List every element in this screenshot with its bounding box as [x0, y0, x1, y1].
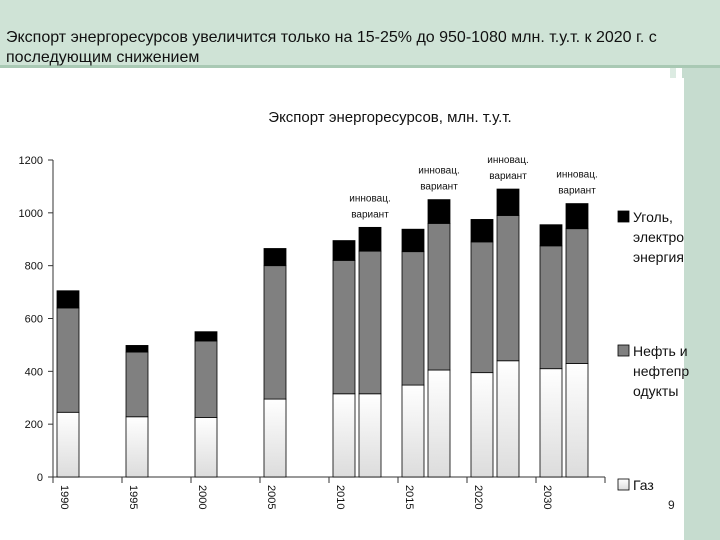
x-tick-label: 2030 — [541, 485, 553, 509]
bar-segment-2000-Нефть и нефтепродукты — [194, 340, 218, 418]
bar-segment-2010-Газ — [358, 393, 382, 478]
legend-label: одукты — [633, 383, 678, 399]
chart-legend: Уголь, электро энергия Нефть и нефтепр одукты… — [617, 209, 689, 493]
bar-segment-2020-Уголь, электроэнергия — [470, 219, 494, 243]
title-underline — [0, 65, 720, 68]
bar-segment-2020-Нефть и нефтепродукты — [496, 215, 520, 362]
x-tick-label: 2020 — [472, 485, 484, 509]
legend-label: Уголь, — [633, 209, 673, 225]
y-tick-label: 400 — [25, 366, 43, 378]
bar-annotation: инновац. вариант — [418, 166, 459, 193]
legend-label: Газ — [633, 477, 654, 493]
bar-segment-2010-Уголь, электроэнергия — [332, 240, 356, 261]
bar-annotation: инновац. вариант — [556, 170, 597, 197]
bar-segment-2020-Газ — [496, 360, 520, 478]
title-bar — [0, 0, 720, 68]
bar-segment-2005-Уголь, электроэнергия — [263, 248, 287, 267]
x-tick-label: 1990 — [58, 485, 70, 509]
x-tick-label: 2005 — [265, 485, 277, 509]
bar-segment-2020-Уголь, электроэнергия — [496, 188, 520, 216]
bar-segment-2005-Нефть и нефтепродукты — [263, 265, 287, 400]
decorative-stripe — [682, 0, 720, 540]
page-number: 9 — [668, 498, 675, 512]
bar-segment-1995-Нефть и нефтепродукты — [125, 351, 149, 418]
bar-segment-1995-Уголь, электроэнергия — [125, 345, 149, 353]
bar-segment-2015-Нефть и нефтепродукты — [427, 222, 451, 371]
bar-segment-2015-Газ — [427, 369, 451, 478]
legend-swatch — [617, 210, 630, 223]
legend-label: энергия — [633, 249, 684, 265]
bar-annotation: инновац. вариант — [487, 155, 528, 182]
bar-segment-2010-Нефть и нефтепродукты — [358, 250, 382, 395]
bar-segment-2015-Уголь, электроэнергия — [427, 199, 451, 224]
bar-segment-2000-Уголь, электроэнергия — [194, 331, 218, 342]
legend-swatch — [617, 344, 630, 357]
bar-segment-2030-Уголь, электроэнергия — [539, 224, 563, 247]
bar-segment-2020-Газ — [470, 372, 494, 478]
chart-annotations: инновац. вариант инновац. вариант инновац. ва… — [349, 155, 597, 220]
chart-bars — [56, 188, 589, 478]
y-tick-label: 1200 — [19, 155, 43, 167]
chart-title: Экспорт энергоресурсов, млн. т.у.т. — [268, 109, 511, 126]
bar-segment-2015-Уголь, электроэнергия — [401, 228, 425, 253]
bar-segment-1990-Уголь, электроэнергия — [56, 290, 80, 309]
bar-segment-2015-Нефть и нефтепродукты — [401, 251, 425, 386]
x-tick-label: 2015 — [403, 485, 415, 509]
bar-segment-2005-Газ — [263, 398, 287, 478]
bar-segment-1990-Газ — [56, 411, 80, 478]
y-tick-label: 600 — [25, 314, 43, 326]
x-tick-label: 2000 — [196, 485, 208, 509]
x-tick-label: 1995 — [127, 485, 139, 509]
legend-label: электро — [633, 229, 684, 245]
bar-segment-2010-Нефть и нефтепродукты — [332, 259, 356, 395]
bar-segment-2000-Газ — [194, 417, 218, 478]
bar-segment-2030-Нефть и нефтепродукты — [539, 245, 563, 370]
slide-title: Экспорт энергоресурсов увеличится только… — [6, 29, 657, 66]
y-tick-label: 800 — [25, 261, 43, 273]
bar-segment-2020-Нефть и нефтепродукты — [470, 241, 494, 374]
bar-annotation: инновац. вариант — [349, 193, 390, 220]
bar-segment-2030-Газ — [539, 368, 563, 478]
legend-label: нефтепр — [633, 363, 689, 379]
bar-segment-2015-Газ — [401, 384, 425, 478]
y-tick-label: 0 — [37, 472, 43, 484]
bar-segment-2010-Уголь, электроэнергия — [358, 226, 382, 252]
bar-segment-2010-Газ — [332, 393, 356, 478]
bar-segment-1995-Газ — [125, 416, 149, 478]
legend-label: Нефть и — [633, 343, 688, 359]
y-tick-label: 1000 — [19, 208, 43, 220]
bar-segment-2030-Нефть и нефтепродукты — [565, 228, 589, 364]
legend-swatch — [617, 478, 630, 491]
bar-segment-2030-Уголь, электроэнергия — [565, 203, 589, 230]
x-tick-label: 2010 — [334, 485, 346, 509]
bar-segment-1990-Нефть и нефтепродукты — [56, 307, 80, 413]
bar-segment-2030-Газ — [565, 363, 589, 478]
y-tick-label: 200 — [25, 419, 43, 431]
